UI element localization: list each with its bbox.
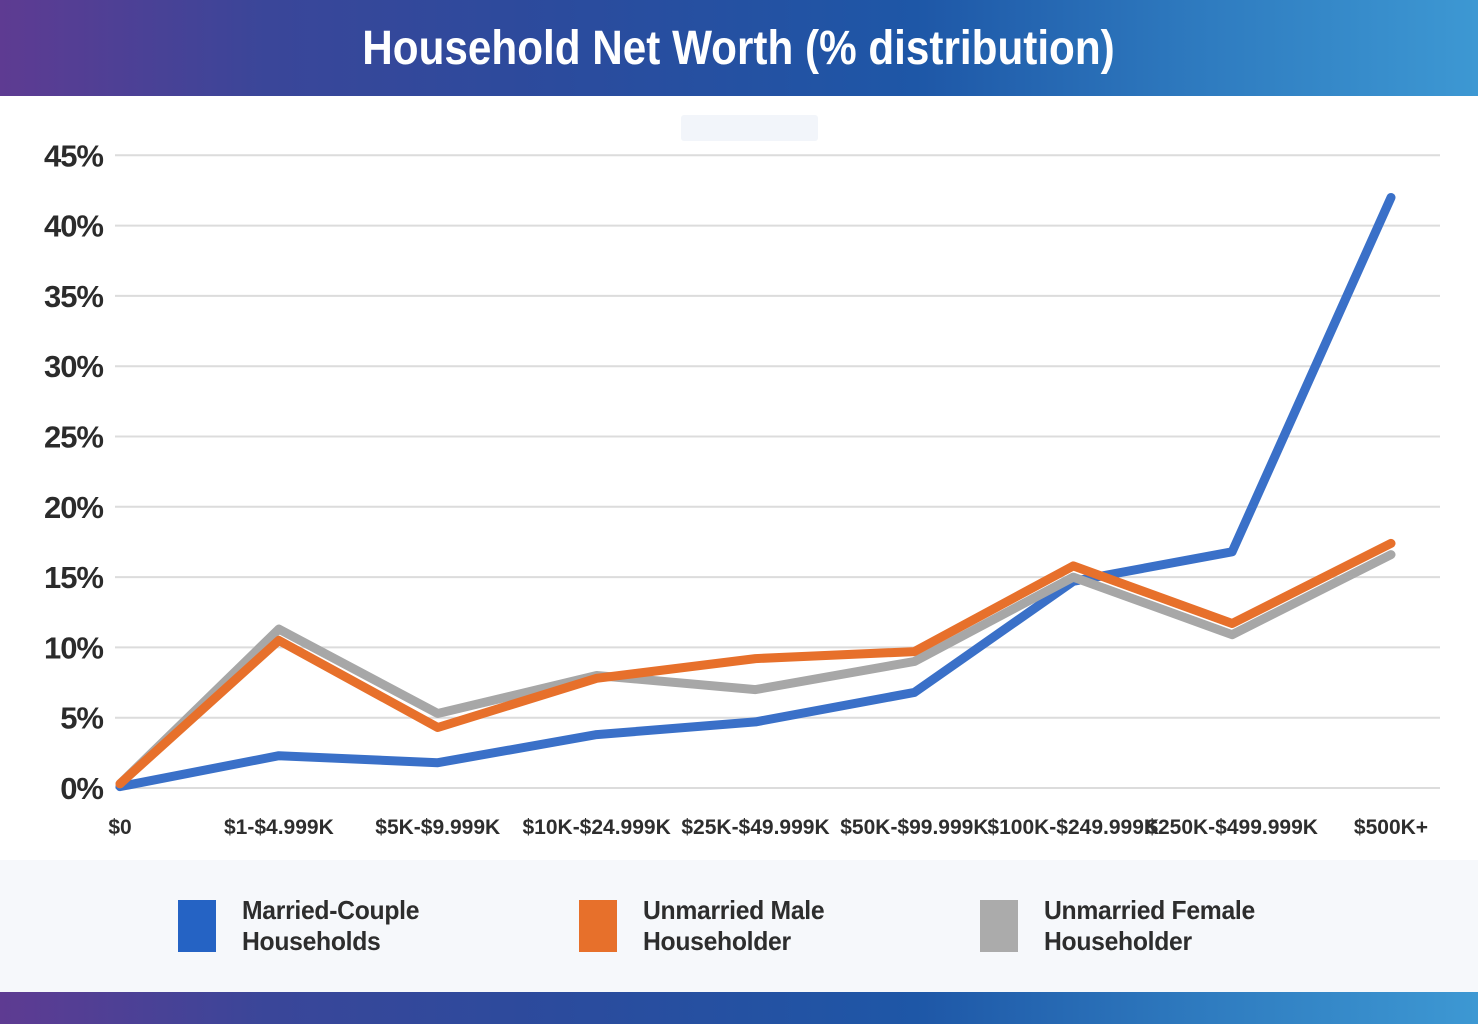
y-tick-label: 45%: [44, 138, 103, 173]
series-line-married-couple-households: [115, 193, 1396, 792]
legend-label: Married-Couple Households: [242, 895, 419, 957]
x-tick-label: $25K-$49.999K: [681, 816, 829, 839]
legend-item: Unmarried Male Householder: [579, 895, 980, 957]
legend-swatch: [178, 900, 216, 952]
x-tick-label: $500K+: [1354, 816, 1428, 839]
x-tick-label: $100K-$249.999K: [987, 816, 1159, 839]
y-tick-label: 0%: [60, 771, 103, 806]
legend-item: Married-Couple Households: [178, 895, 579, 957]
legend-label-line: Householder: [643, 926, 791, 956]
legend-item: Unmarried Female Householder: [980, 895, 1381, 957]
y-tick-label: 10%: [44, 630, 103, 665]
legend-swatch: [579, 900, 617, 952]
chart-area: 0% 5% 10% 15% 20% 25% 30% 35% 40% 45% $0 $1-$4.999K…: [0, 96, 1478, 860]
footer-gradient-bar: [0, 992, 1478, 1024]
x-tick-label: $1-$4.999K: [224, 816, 334, 839]
x-tick-label: $10K-$24.999K: [522, 816, 670, 839]
legend-label: Unmarried Male Householder: [643, 894, 825, 957]
legend-label-line: Households: [242, 926, 381, 956]
legend-label: Unmarried Female Householder: [1044, 895, 1255, 957]
y-tick-label: 40%: [44, 209, 103, 244]
y-tick-label: 15%: [44, 560, 103, 595]
y-tick-label: 35%: [44, 279, 103, 314]
series-line-unmarried-female-householder: [115, 550, 1396, 789]
x-tick-label: $50K-$99.999K: [840, 816, 988, 839]
legend-label-line: Unmarried Female: [1044, 894, 1255, 925]
legend-label-line: Householder: [1044, 926, 1192, 956]
legend-label-line: Unmarried Male: [643, 894, 825, 925]
legend-label-line: Married-Couple: [242, 894, 420, 925]
chart-legend: Married-Couple Households Unmarried Male Ho…: [0, 860, 1478, 992]
header-banner: Household Net Worth (% distribution): [0, 0, 1478, 96]
y-tick-label: 30%: [44, 349, 103, 384]
series-line-unmarried-male-householder: [115, 538, 1396, 789]
y-tick-label: 5%: [60, 701, 103, 736]
x-tick-label: $0: [108, 816, 131, 839]
y-tick-label: 25%: [44, 420, 103, 455]
x-tick-label: $5K-$9.999K: [375, 816, 500, 839]
line-chart: 0% 5% 10% 15% 20% 25% 30% 35% 40% 45% $0 $1-$4.999K…: [44, 138, 1440, 839]
x-tick-label: $250K-$499.999K: [1146, 816, 1318, 839]
faint-highlight-box: [681, 115, 818, 141]
chart-title: Household Net Worth (% distribution): [362, 21, 1116, 75]
legend-swatch: [980, 900, 1018, 952]
y-tick-label: 20%: [44, 490, 103, 525]
